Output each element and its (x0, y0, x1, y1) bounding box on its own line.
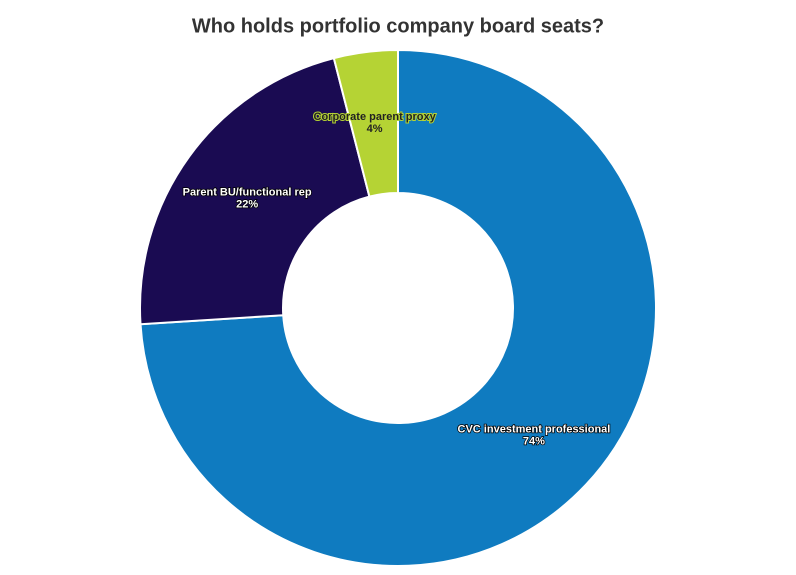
value-label: 22% (236, 198, 258, 210)
value-label: 4% (367, 123, 383, 135)
slice (332, 48, 399, 198)
value-label: 74% (523, 436, 545, 448)
chart-title: Who holds portfolio company board seats? (192, 15, 604, 37)
slice (139, 56, 371, 326)
slice-label: Corporate parent proxy (314, 111, 437, 123)
slice-label: CVC investment professional (458, 424, 611, 436)
slice (139, 48, 657, 567)
slice-label: Parent BU/functional rep (183, 186, 312, 198)
